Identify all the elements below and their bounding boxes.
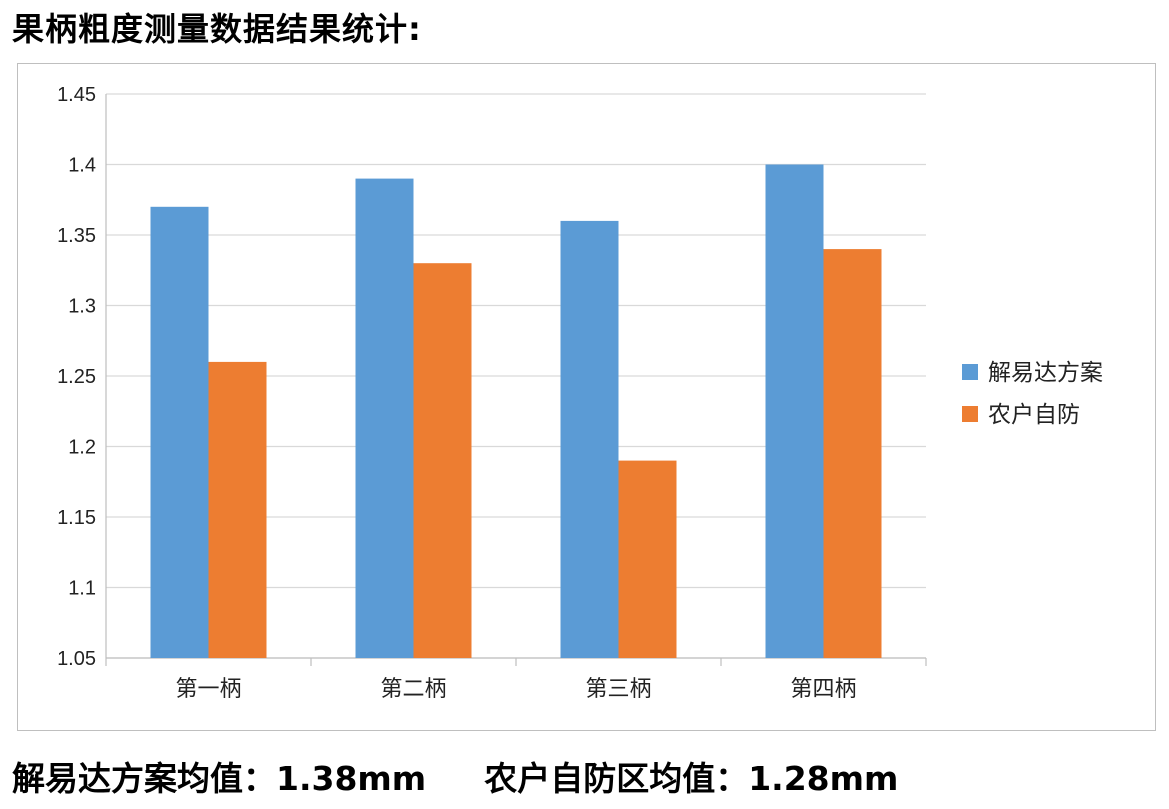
y-tick-label: 1.05 <box>57 648 96 670</box>
chart-area: 1.05 1.1 1.15 1.2 1.25 1.3 1.35 1.4 1.45 第一柄 第二柄 第三… <box>17 63 1156 731</box>
bar-2 <box>823 249 882 658</box>
bar-1 <box>765 164 824 658</box>
bar-2 <box>618 460 677 658</box>
bar-2 <box>208 361 267 658</box>
legend-swatch <box>962 406 978 422</box>
y-tick-label: 1.15 <box>57 507 96 529</box>
x-category-label: 第一柄 <box>175 677 241 702</box>
bar-1 <box>150 206 209 659</box>
y-tick-label: 1.1 <box>68 578 96 600</box>
bar-chart: 1.05 1.1 1.15 1.2 1.25 1.3 1.35 1.4 1.45 第一柄 第二柄 第三… <box>57 84 1103 702</box>
x-category-label: 第二柄 <box>380 677 446 702</box>
y-tick-label: 1.35 <box>57 225 96 247</box>
series1-average-text: 解易达方案均值：1.38mm <box>12 759 427 798</box>
bar-1 <box>560 220 619 658</box>
legend-swatch <box>962 364 978 380</box>
y-tick-label: 1.2 <box>68 437 96 459</box>
bar-2 <box>413 263 472 658</box>
y-tick-label: 1.45 <box>57 84 96 106</box>
series2-average-text: 农户自防区均值：1.28mm <box>484 759 899 798</box>
bar-1 <box>355 178 414 658</box>
y-tick-label: 1.3 <box>68 296 96 318</box>
x-category-label: 第四柄 <box>790 677 856 702</box>
legend-label: 农户自防 <box>988 402 1080 428</box>
summary-footer: 解易达方案均值：1.38mm 农户自防区均值：1.28mm <box>12 752 898 800</box>
chart-heading: 果柄粗度测量数据结果统计: <box>12 10 422 48</box>
legend-label: 解易达方案 <box>988 360 1103 386</box>
y-tick-label: 1.25 <box>57 366 96 388</box>
y-tick-label: 1.4 <box>68 155 96 177</box>
x-category-label: 第三柄 <box>585 677 651 702</box>
